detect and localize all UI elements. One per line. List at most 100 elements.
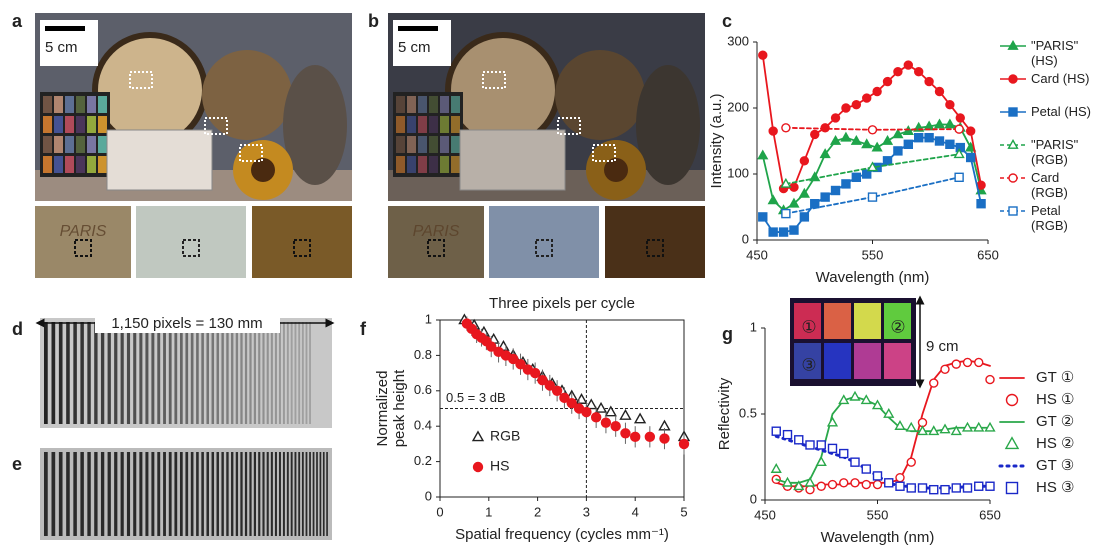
stripe xyxy=(87,322,90,424)
marker xyxy=(1007,483,1018,494)
stripe xyxy=(87,452,90,536)
crop xyxy=(252,206,352,278)
marker xyxy=(832,187,840,195)
checker-patch xyxy=(396,156,405,173)
stripe xyxy=(127,322,130,424)
checker-patch xyxy=(429,136,438,153)
marker xyxy=(1009,108,1017,116)
stripe xyxy=(291,452,293,536)
stripe xyxy=(133,452,136,536)
marker xyxy=(840,450,848,458)
marker xyxy=(811,200,819,208)
marker xyxy=(769,196,778,204)
crop xyxy=(35,206,131,278)
y-tick-label: 0.6 xyxy=(414,382,432,397)
marker xyxy=(601,418,610,427)
marker xyxy=(782,210,790,218)
stripe xyxy=(157,452,160,536)
y-axis-label: Reflectivity xyxy=(716,377,733,450)
y-tick-label: 0 xyxy=(750,491,757,506)
stripe xyxy=(302,322,304,424)
stripe xyxy=(52,322,56,424)
stripe xyxy=(212,322,214,424)
marker xyxy=(842,180,850,188)
stripe xyxy=(185,322,188,424)
scale-bar xyxy=(45,26,85,31)
marker xyxy=(645,432,654,441)
marker xyxy=(863,94,871,102)
marker xyxy=(977,200,985,208)
cards xyxy=(107,130,212,190)
figure: abcdefg5 cmPARIS5 cmPARIS1,150 pixels = … xyxy=(0,0,1097,549)
checker-patch xyxy=(451,116,460,133)
stripe xyxy=(101,322,104,424)
stripe xyxy=(59,322,63,424)
marker xyxy=(635,414,645,423)
legend-label: HS ① xyxy=(1036,391,1074,408)
legend-label: HS xyxy=(490,458,509,474)
marker xyxy=(946,140,954,148)
stripe xyxy=(271,452,273,536)
stripe xyxy=(145,452,148,536)
marker xyxy=(832,114,840,122)
marker xyxy=(1006,438,1018,449)
marker xyxy=(919,484,927,492)
marker xyxy=(790,183,798,191)
stripe xyxy=(245,452,247,536)
stripe xyxy=(283,322,285,424)
x-tick-label: 3 xyxy=(583,504,590,519)
inset-label: ③ xyxy=(801,355,816,374)
y-tick-label: 0.4 xyxy=(414,418,432,433)
stripe xyxy=(226,322,228,424)
marker xyxy=(769,228,777,236)
marker xyxy=(473,432,483,441)
stripe xyxy=(326,452,328,536)
stripe xyxy=(302,452,304,536)
panel-label: b xyxy=(368,11,379,31)
stripe xyxy=(127,452,130,536)
stripe xyxy=(59,452,63,536)
marker xyxy=(851,458,859,466)
marker xyxy=(800,157,808,165)
stripe xyxy=(275,322,277,424)
checker-patch xyxy=(396,116,405,133)
marker xyxy=(955,173,963,181)
stripe xyxy=(139,322,142,424)
x-tick-label: 650 xyxy=(979,507,1001,522)
stripe xyxy=(262,322,264,424)
y-tick-label: 0.5 xyxy=(739,405,757,420)
marker xyxy=(925,134,933,142)
cards xyxy=(460,130,565,190)
y-tick-label: 0.8 xyxy=(414,347,432,362)
stripe xyxy=(258,452,260,536)
checker-patch xyxy=(87,96,96,113)
marker xyxy=(829,481,837,489)
x-tick-label: 1 xyxy=(485,504,492,519)
marker xyxy=(828,418,837,426)
stripe xyxy=(295,452,297,536)
checker-patch xyxy=(407,136,416,153)
stripe xyxy=(94,452,97,536)
marker xyxy=(769,127,777,135)
marker xyxy=(955,125,963,133)
stripe xyxy=(196,322,199,424)
stripe xyxy=(66,322,70,424)
checker-patch xyxy=(418,116,427,133)
checker-patch xyxy=(418,136,427,153)
stripe xyxy=(191,452,194,536)
checker-patch xyxy=(43,96,52,113)
checker-patch xyxy=(451,96,460,113)
stripe xyxy=(240,452,242,536)
y-tick-label: 100 xyxy=(727,165,749,180)
marker xyxy=(806,441,814,449)
checker-patch xyxy=(98,136,107,153)
checker-patch xyxy=(407,116,416,133)
marker xyxy=(883,136,892,144)
marker xyxy=(874,481,882,489)
stripe xyxy=(306,452,308,536)
crop-text: PARIS xyxy=(413,223,460,240)
stripe xyxy=(80,322,83,424)
marker xyxy=(975,358,983,366)
legend-label: RGB xyxy=(490,428,520,444)
